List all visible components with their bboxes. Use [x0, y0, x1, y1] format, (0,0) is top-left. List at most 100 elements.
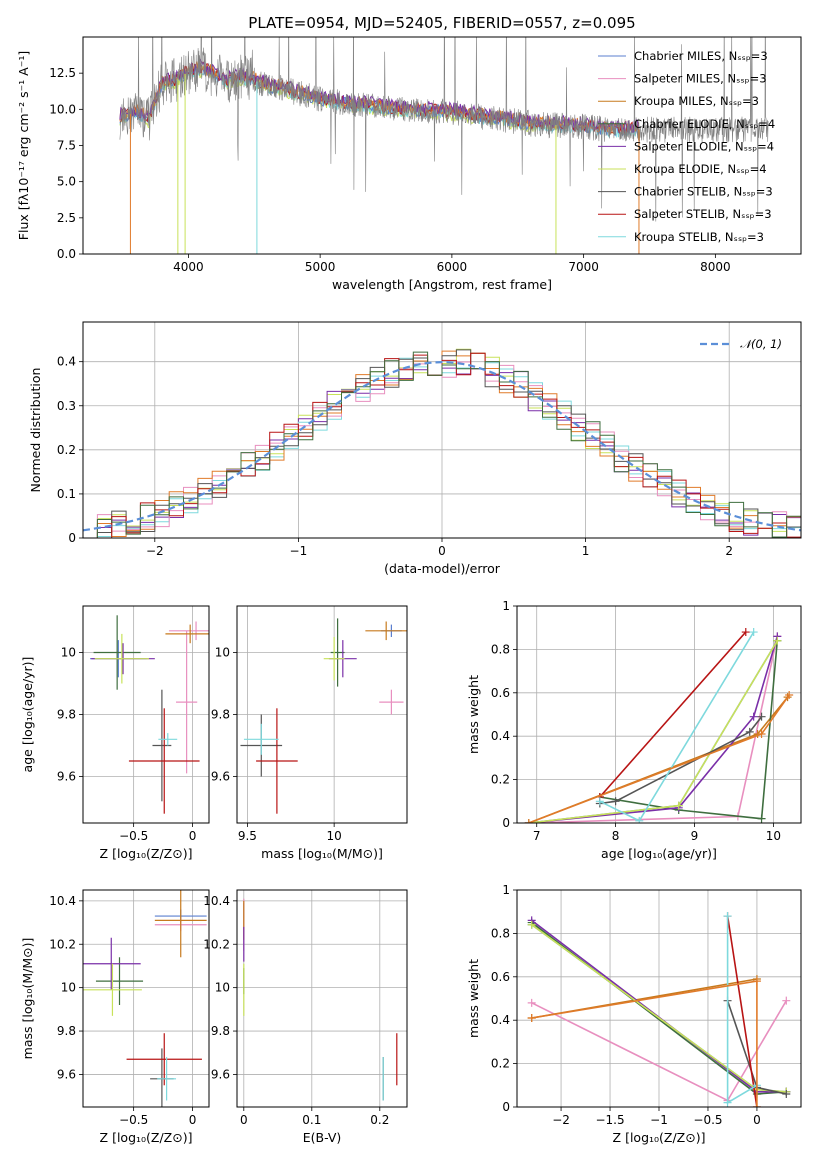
y-tick-label: 0.6	[491, 686, 510, 700]
series-marker	[527, 1014, 536, 1023]
x-axis-label: E(B-V)	[303, 1130, 342, 1145]
series-line-salpeter_elodie	[528, 636, 779, 823]
y-tick-label: 9.6	[57, 1067, 76, 1081]
data-point	[168, 621, 209, 641]
x-tick-label: 0	[189, 829, 197, 843]
x-tick-label: 8000	[700, 260, 731, 274]
lines-massweight_vs_age	[524, 628, 794, 823]
data-point	[365, 621, 407, 641]
y-tick-label: 10.0	[49, 102, 76, 116]
x-axis-label: Z [log₁₀(Z/Z⊙)]	[100, 846, 193, 861]
x-tick-label: −2	[146, 544, 164, 558]
x-tick-label: 1	[582, 544, 590, 558]
x-tick-label: −1	[290, 544, 308, 558]
series-marker	[723, 912, 732, 921]
series-marker	[745, 727, 754, 736]
y-tick-label: 9.8	[57, 1024, 76, 1038]
series-marker	[635, 816, 644, 823]
axes-frame	[82, 321, 802, 539]
legend-entry: 𝒩(0, 1)	[740, 337, 782, 351]
series-marker	[595, 797, 604, 806]
x-tick-label: 7	[533, 829, 541, 843]
y-tick-label: 10	[61, 646, 76, 660]
x-tick-label: −1	[650, 1113, 668, 1127]
axes-frame	[236, 889, 408, 1108]
series-marker	[611, 797, 620, 806]
data-point	[83, 937, 141, 990]
series-marker	[524, 819, 533, 823]
series-marker	[752, 1103, 761, 1107]
y-tick-label: 9.6	[57, 770, 76, 784]
y-tick-label: 0.3	[57, 399, 76, 413]
axes-frame	[516, 889, 802, 1108]
y-axis-label: mass weight	[466, 959, 481, 1038]
legend-entry: Chabrier STELIB, Nₛₛₚ=3	[634, 185, 773, 199]
series-line-salpeter_stelib	[599, 631, 747, 798]
axes-frame	[82, 36, 802, 255]
series-line-chabrier_elodie	[599, 640, 779, 820]
x-tick-label: 0	[240, 1113, 248, 1127]
data-point	[83, 963, 142, 1016]
x-tick-label: −0.5	[693, 1113, 722, 1127]
legend-entry: Salpeter ELODIE, Nₛₛₚ=4	[634, 139, 774, 153]
x-tick-label: −2	[552, 1113, 570, 1127]
data-point	[158, 733, 178, 746]
axes-age_vs_Z: −0.5 0 9.6 9.8 10 Z [log₁₀(Z/Z⊙)] age [log₁₀(a…	[20, 606, 209, 861]
series-marker	[527, 998, 536, 1007]
series-line-salpeter_stelib	[726, 915, 758, 1107]
y-tick-label: 0.1	[57, 487, 76, 501]
y-tick-label: 0.0	[57, 247, 76, 261]
y-tick-label: 0	[502, 1100, 510, 1114]
x-tick-label: 8	[612, 829, 620, 843]
lines-massweight_vs_Z	[527, 912, 791, 1107]
y-tick-label: 0	[68, 531, 76, 545]
x-tick-label: 9	[691, 829, 699, 843]
legend-entry: Chabrier MILES, Nₛₛₚ=3	[634, 49, 768, 63]
x-axis-label: mass [log₁₀(M/M⊙)]	[261, 846, 383, 861]
errorbars-mass_vs_EBV	[243, 898, 398, 1101]
axes-frame	[516, 605, 802, 824]
data-point	[95, 957, 144, 1006]
data-point	[157, 1057, 177, 1101]
y-tick-label: 12.5	[49, 66, 76, 80]
series-marker	[752, 977, 761, 986]
legend: Chabrier MILES, Nₛₛₚ=3 Salpeter MILES, Nₛ…	[598, 49, 775, 244]
series-marker	[782, 1089, 791, 1098]
y-tick-label: 10	[215, 981, 230, 995]
y-tick-label: 9.8	[211, 1024, 230, 1038]
x-tick-label: 6000	[437, 260, 468, 274]
y-tick-label: 0.4	[491, 729, 510, 743]
x-tick-label: 0	[753, 1113, 761, 1127]
y-tick-label: 10.4	[49, 894, 76, 908]
x-tick-label: −0.5	[119, 829, 148, 843]
data-point	[176, 630, 198, 774]
y-tick-label: 0.8	[491, 926, 510, 940]
y-tick-label: 5.0	[57, 175, 76, 189]
y-tick-label: 0.2	[491, 1057, 510, 1071]
y-axis-label: mass [log₁₀(M/M⊙)]	[20, 938, 35, 1060]
series-marker	[527, 920, 536, 929]
y-tick-label: 10.4	[203, 894, 230, 908]
x-tick-label: 9.5	[238, 829, 257, 843]
y-axis-label: age [log₁₀(age/yr)]	[20, 657, 35, 773]
x-tick-label: 0.2	[370, 1113, 389, 1127]
data-point	[165, 624, 209, 644]
y-tick-label: 9.6	[211, 1067, 230, 1081]
data-point	[256, 708, 298, 814]
y-tick-label: 9.8	[57, 708, 76, 722]
y-tick-label: 7.5	[57, 139, 76, 153]
errorbars-mass_vs_Z	[83, 890, 207, 1107]
series-marker	[757, 814, 766, 823]
series-marker	[782, 996, 791, 1005]
legend: 𝒩(0, 1)	[700, 337, 782, 351]
y-tick-label: 0.4	[57, 355, 76, 369]
histogram-salpeter_miles	[83, 361, 801, 538]
y-tick-label: 0.2	[491, 773, 510, 787]
y-tick-label: 0	[502, 816, 510, 830]
axes-spectrum: 4000 5000 6000 7000 8000 0.0 2.5 5.0 7.5 10.0 12.5…	[16, 51, 731, 292]
x-tick-label: 0	[438, 544, 446, 558]
y-tick-label: 2.5	[57, 211, 76, 225]
series-marker	[723, 1098, 732, 1107]
y-tick-label: 10	[215, 646, 230, 660]
